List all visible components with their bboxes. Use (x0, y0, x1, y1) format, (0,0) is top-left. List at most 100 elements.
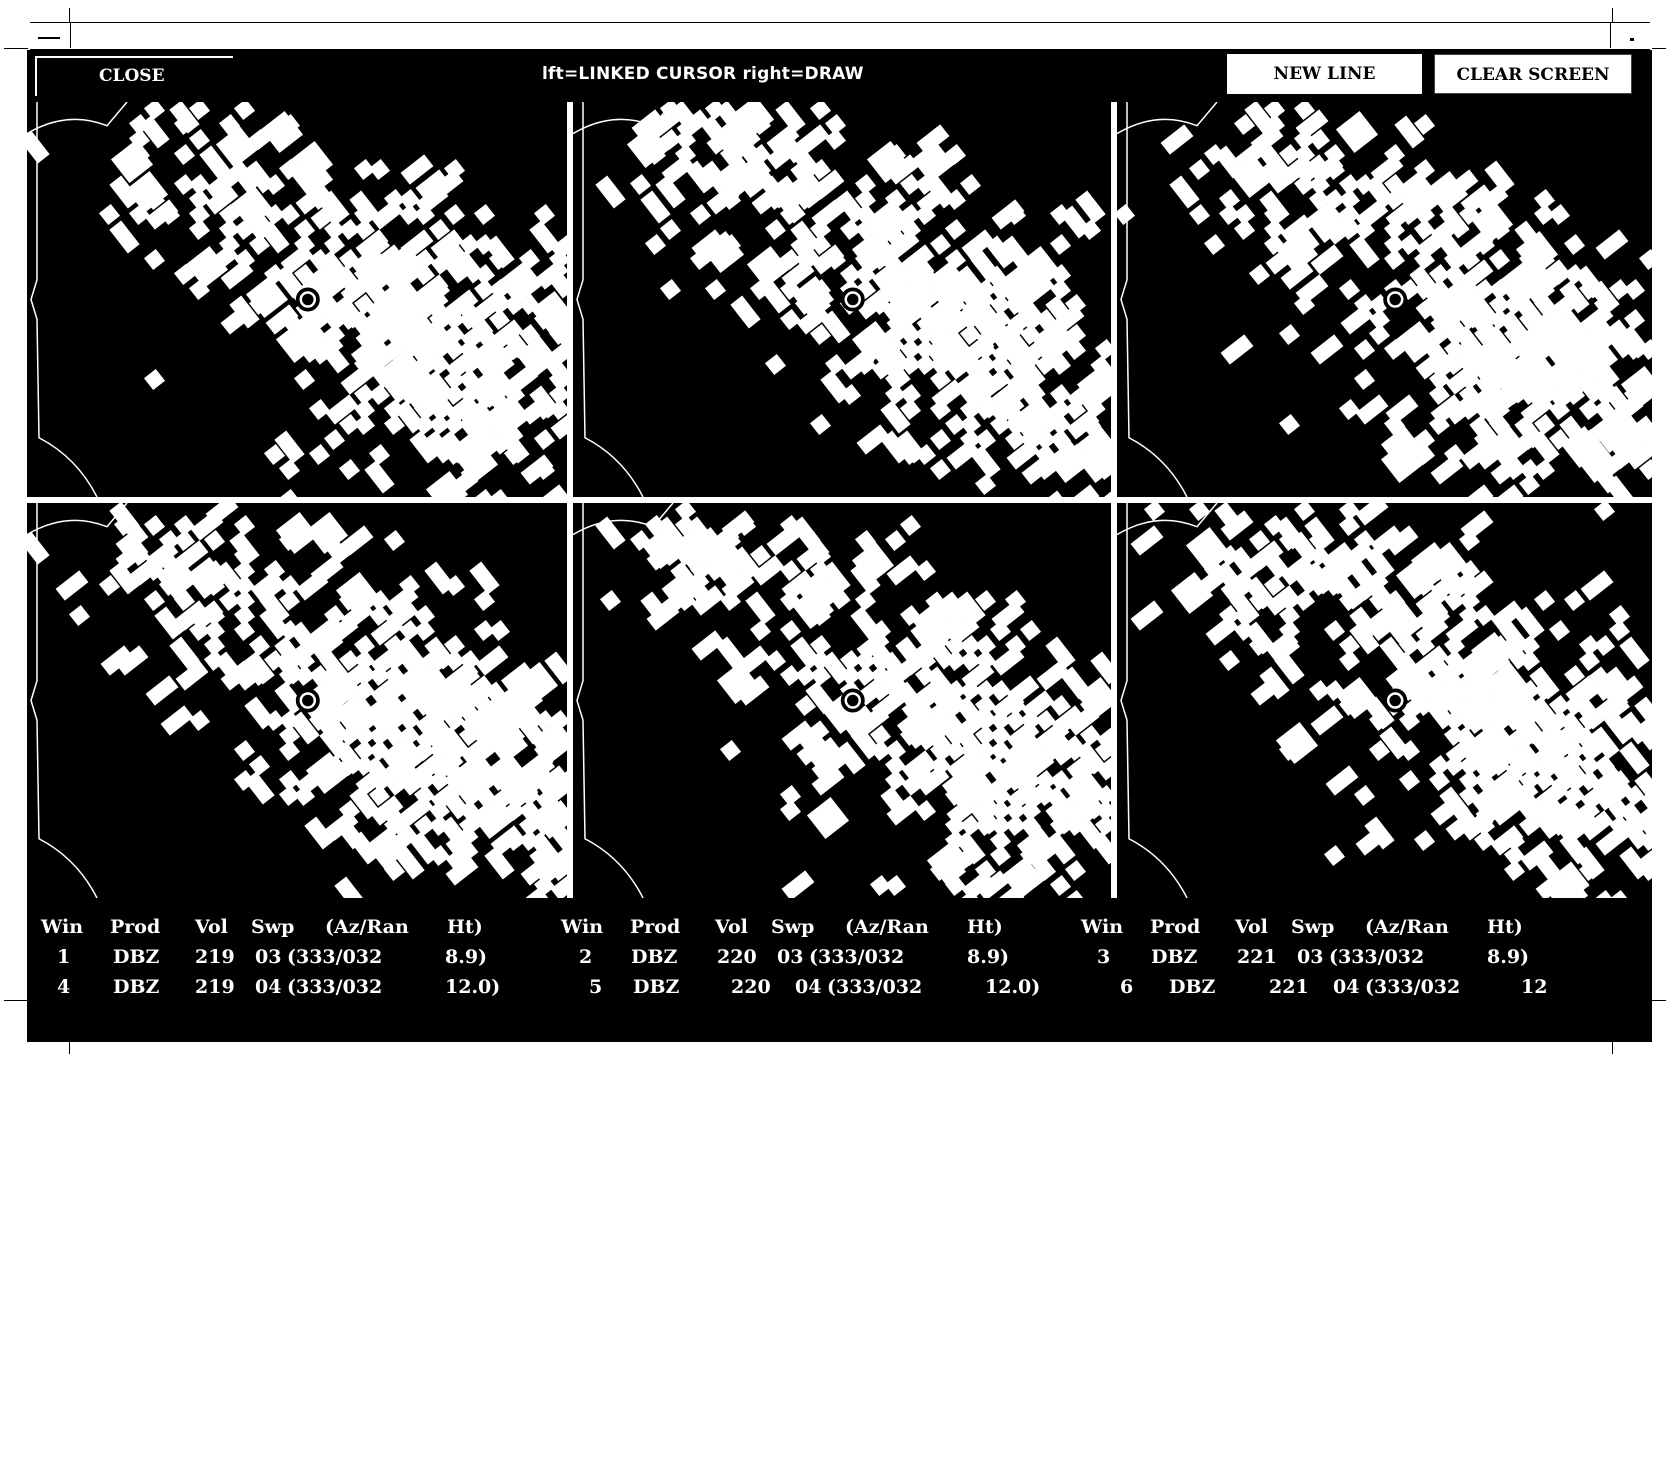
close-button[interactable]: CLOSE (35, 56, 233, 96)
cell-swp: 04 (1333, 976, 1360, 998)
echo-cell (1349, 621, 1380, 655)
echo-cell (488, 293, 511, 316)
echo-cell (1503, 844, 1526, 867)
echo-cell (629, 173, 652, 196)
echo-cell (884, 739, 907, 762)
echo-cell (1289, 220, 1320, 254)
echo-cell (1619, 741, 1650, 775)
echo-cell (143, 589, 166, 612)
echo-cell (188, 188, 211, 211)
echo-cell (989, 619, 1012, 642)
cursor-circle-icon (1386, 692, 1404, 709)
echo-cell (989, 353, 1012, 376)
echo-cell (443, 368, 466, 391)
echo-cell (190, 510, 224, 541)
echo-cell (188, 173, 211, 196)
radar-panel-6[interactable] (1117, 503, 1652, 898)
echo-cell (1340, 540, 1374, 571)
echo-cell (886, 154, 920, 185)
cell-azran: (333/032 (809, 946, 905, 968)
echo-cell (809, 102, 832, 121)
echo-cell (1015, 726, 1046, 760)
echo-cell (338, 709, 361, 732)
radar-panel-3[interactable] (1117, 102, 1652, 497)
frame-tick (4, 48, 28, 49)
echo-cell (413, 604, 436, 627)
echo-cell (413, 694, 436, 717)
echo-cell (1518, 634, 1541, 657)
echo-cell (914, 559, 937, 582)
echo-cell (98, 203, 121, 226)
echo-cell (929, 233, 952, 256)
echo-cell (1533, 278, 1556, 301)
cell-swp: 03 (777, 946, 804, 968)
echo-cell (398, 619, 421, 642)
echo-cell (1248, 263, 1271, 286)
echo-cell (370, 199, 404, 230)
echo-cell (991, 645, 1025, 676)
clear-screen-button[interactable]: CLEAR SCREEN (1434, 54, 1632, 94)
col-header-vol: Vol (1235, 916, 1268, 938)
echo-cell (1638, 814, 1652, 837)
sweep-info-table: Win Prod Vol Swp (Az/Ran Ht) Win Prod Vo… (27, 898, 1652, 1042)
echo-cell (115, 645, 149, 676)
echo-cell (1398, 769, 1421, 792)
resize-icon[interactable] (1610, 22, 1651, 48)
echo-cell (595, 175, 626, 209)
echo-cell (719, 188, 742, 211)
echo-cell (490, 409, 524, 440)
echo-cell (989, 799, 1012, 822)
echo-cell (809, 158, 832, 181)
echo-cell (370, 244, 404, 275)
echo-cell (1484, 160, 1515, 194)
echo-cell (1430, 795, 1464, 826)
echo-cell (1533, 413, 1556, 436)
cell-azran: (333/032 (287, 946, 383, 968)
echo-cell (398, 709, 421, 732)
echo-cell (1045, 490, 1076, 497)
frame-tick (1652, 1000, 1666, 1001)
echo-cell (1335, 110, 1379, 154)
echo-cell (1308, 529, 1331, 552)
echo-cell (689, 248, 712, 271)
echo-cell (533, 398, 556, 421)
echo-cell (1278, 589, 1301, 612)
echo-cell (794, 293, 817, 316)
radar-panel-4[interactable] (27, 503, 567, 898)
echo-cell (1398, 233, 1421, 256)
echo-cell (428, 844, 451, 867)
echo-cell (340, 364, 374, 395)
echo-cell (1205, 615, 1239, 646)
radar-panel-1[interactable] (27, 102, 567, 497)
echo-cell (809, 634, 832, 657)
echo-cell (1503, 829, 1526, 852)
echo-cell (1169, 175, 1200, 209)
echo-cell (340, 525, 374, 556)
echo-cell (869, 679, 892, 702)
echo-cell (325, 394, 359, 425)
radar-panel-2[interactable] (573, 102, 1111, 497)
echo-cell (1548, 694, 1571, 717)
echo-cell (959, 844, 982, 867)
echo-cell (428, 413, 451, 436)
echo-cell (383, 323, 406, 346)
echo-cell (766, 139, 800, 170)
echo-cell (398, 203, 421, 226)
echo-cell (1355, 503, 1389, 526)
echo-cell (1518, 473, 1541, 496)
echo-cell (790, 160, 821, 194)
echo-cell (353, 158, 376, 181)
echo-cell (338, 458, 361, 481)
radar-panel-5[interactable] (573, 503, 1111, 898)
new-line-button[interactable]: NEW LINE (1227, 54, 1422, 94)
echo-cell (1475, 439, 1509, 470)
echo-cell (203, 634, 226, 657)
echo-cell (1338, 634, 1361, 657)
echo-cell (730, 295, 761, 329)
echo-cell (689, 203, 712, 226)
echo-cell (1263, 218, 1286, 241)
echo-cell (974, 368, 997, 391)
window-menu-icon[interactable] (30, 22, 71, 48)
cell-prod: DBZ (633, 976, 680, 998)
echo-cell (188, 278, 211, 301)
